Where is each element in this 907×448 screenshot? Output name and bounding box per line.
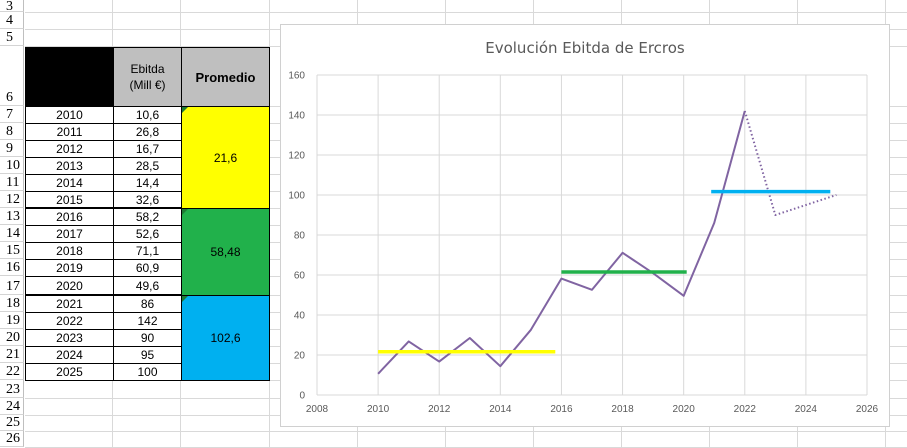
ebitda-value-cell[interactable]: 90 <box>113 329 182 347</box>
x-tick-label: 2010 <box>367 404 390 415</box>
ebitda-forecast-line <box>743 110 837 216</box>
y-tick-label: 40 <box>294 311 306 322</box>
ebitda-value-cell[interactable]: 32,6 <box>113 191 182 209</box>
year-cell[interactable]: 2021 <box>25 295 114 313</box>
header-ebitda-cell[interactable]: Ebitda (Mill €) <box>113 47 182 107</box>
header-promedio-cell[interactable]: Promedio <box>181 47 270 107</box>
row-header[interactable]: 25 <box>0 415 24 431</box>
row-header[interactable]: 17 <box>0 276 24 295</box>
year-cell[interactable]: 2025 <box>25 363 114 381</box>
x-tick-label: 2012 <box>428 404 451 415</box>
row-header[interactable]: 19 <box>0 312 24 329</box>
row-header[interactable]: 13 <box>0 208 24 225</box>
row-header[interactable]: 20 <box>0 329 24 346</box>
row-header[interactable]: 12 <box>0 191 24 208</box>
row-header[interactable]: 10 <box>0 157 24 174</box>
year-cell[interactable]: 2017 <box>25 225 114 243</box>
row-header[interactable]: 6 <box>0 46 24 106</box>
ebitda-value-cell[interactable]: 60,9 <box>113 259 182 277</box>
ebitda-value-cell[interactable]: 10,6 <box>113 106 182 124</box>
y-tick-label: 80 <box>294 231 306 242</box>
average-value: 58,48 <box>210 245 241 259</box>
x-tick-label: 2020 <box>673 404 696 415</box>
row-header[interactable]: 9 <box>0 140 24 157</box>
year-cell[interactable]: 2014 <box>25 174 114 192</box>
ebitda-value-cell[interactable]: 49,6 <box>113 276 182 296</box>
row-header[interactable]: 21 <box>0 346 24 363</box>
header-promedio-label: Promedio <box>195 69 256 85</box>
y-tick-label: 20 <box>294 351 306 362</box>
header-ebitda-label: Ebitda (Mill €) <box>129 62 166 92</box>
row-header[interactable]: 5 <box>0 29 24 46</box>
x-tick-label: 2016 <box>550 404 573 415</box>
year-cell[interactable]: 2018 <box>25 242 114 260</box>
ebitda-value-cell[interactable]: 26,8 <box>113 123 182 141</box>
average-cell-2021-2025[interactable]: 102,6 <box>181 295 270 381</box>
x-tick-label: 2026 <box>856 404 879 415</box>
y-tick-label: 0 <box>299 391 305 402</box>
year-cell[interactable]: 2019 <box>25 259 114 277</box>
row-header[interactable]: 4 <box>0 12 24 29</box>
x-tick-label: 2024 <box>795 404 818 415</box>
row-header[interactable]: 11 <box>0 174 24 191</box>
row-header[interactable]: 14 <box>0 225 24 242</box>
row-gridline <box>25 12 907 13</box>
cell-error-indicator <box>182 209 188 215</box>
year-cell[interactable]: 2013 <box>25 157 114 175</box>
year-cell[interactable]: 2022 <box>25 312 114 330</box>
ebitda-value-cell[interactable]: 95 <box>113 346 182 364</box>
ebitda-value-cell[interactable]: 86 <box>113 295 182 313</box>
average-value: 102,6 <box>210 331 241 345</box>
header-corner-cell[interactable] <box>25 47 114 107</box>
row-header[interactable]: 15 <box>0 242 24 259</box>
ebitda-value-cell[interactable]: 100 <box>113 363 182 381</box>
y-tick-label: 120 <box>288 151 305 162</box>
row-header[interactable]: 24 <box>0 398 24 415</box>
year-cell[interactable]: 2015 <box>25 191 114 209</box>
average-cell-2010-2015[interactable]: 21,6 <box>181 106 270 209</box>
ebitda-line <box>377 110 746 375</box>
row-header[interactable]: 3 <box>0 0 24 12</box>
row-header[interactable]: 18 <box>0 295 24 312</box>
line-chart: Evolución Ebitda de Ercros 2008 2010 2012 2… <box>288 39 879 415</box>
row-gridline <box>25 431 907 432</box>
row-header[interactable]: 16 <box>0 259 24 276</box>
ebitda-value-cell[interactable]: 16,7 <box>113 140 182 158</box>
chart-object[interactable]: Evolución Ebitda de Ercros 2008 2010 2012 2… <box>280 24 890 427</box>
year-cell[interactable]: 2010 <box>25 106 114 124</box>
x-tick-label: 2022 <box>734 404 757 415</box>
row-header[interactable]: 23 <box>0 380 24 398</box>
y-tick-label: 140 <box>288 111 305 122</box>
row-header[interactable]: 26 <box>0 431 24 447</box>
y-tick-label: 60 <box>294 271 306 282</box>
chart-title: Evolución Ebitda de Ercros <box>485 39 685 57</box>
x-tick-label: 2014 <box>489 404 512 415</box>
ebitda-value-cell[interactable]: 14,4 <box>113 174 182 192</box>
cell-error-indicator <box>182 107 188 113</box>
row-header[interactable]: 7 <box>0 106 24 123</box>
year-cell[interactable]: 2016 <box>25 208 114 226</box>
row-header[interactable]: 8 <box>0 123 24 140</box>
y-tick-label: 100 <box>288 191 305 202</box>
ebitda-value-cell[interactable]: 28,5 <box>113 157 182 175</box>
average-value: 21,6 <box>213 150 238 165</box>
ebitda-value-cell[interactable]: 52,6 <box>113 225 182 243</box>
y-tick-label: 160 <box>288 71 305 82</box>
cell-error-indicator <box>182 296 188 302</box>
average-cell-2016-2020[interactable]: 58,48 <box>181 208 270 296</box>
row-header[interactable]: 22 <box>0 363 24 380</box>
x-tick-label: 2018 <box>611 404 634 415</box>
year-cell[interactable]: 2024 <box>25 346 114 364</box>
ebitda-value-cell[interactable]: 71,1 <box>113 242 182 260</box>
x-tick-label: 2008 <box>306 404 329 415</box>
year-cell[interactable]: 2023 <box>25 329 114 347</box>
year-cell[interactable]: 2011 <box>25 123 114 141</box>
ebitda-value-cell[interactable]: 142 <box>113 312 182 330</box>
year-cell[interactable]: 2020 <box>25 276 114 296</box>
ebitda-value-cell[interactable]: 58,2 <box>113 208 182 226</box>
year-cell[interactable]: 2012 <box>25 140 114 158</box>
